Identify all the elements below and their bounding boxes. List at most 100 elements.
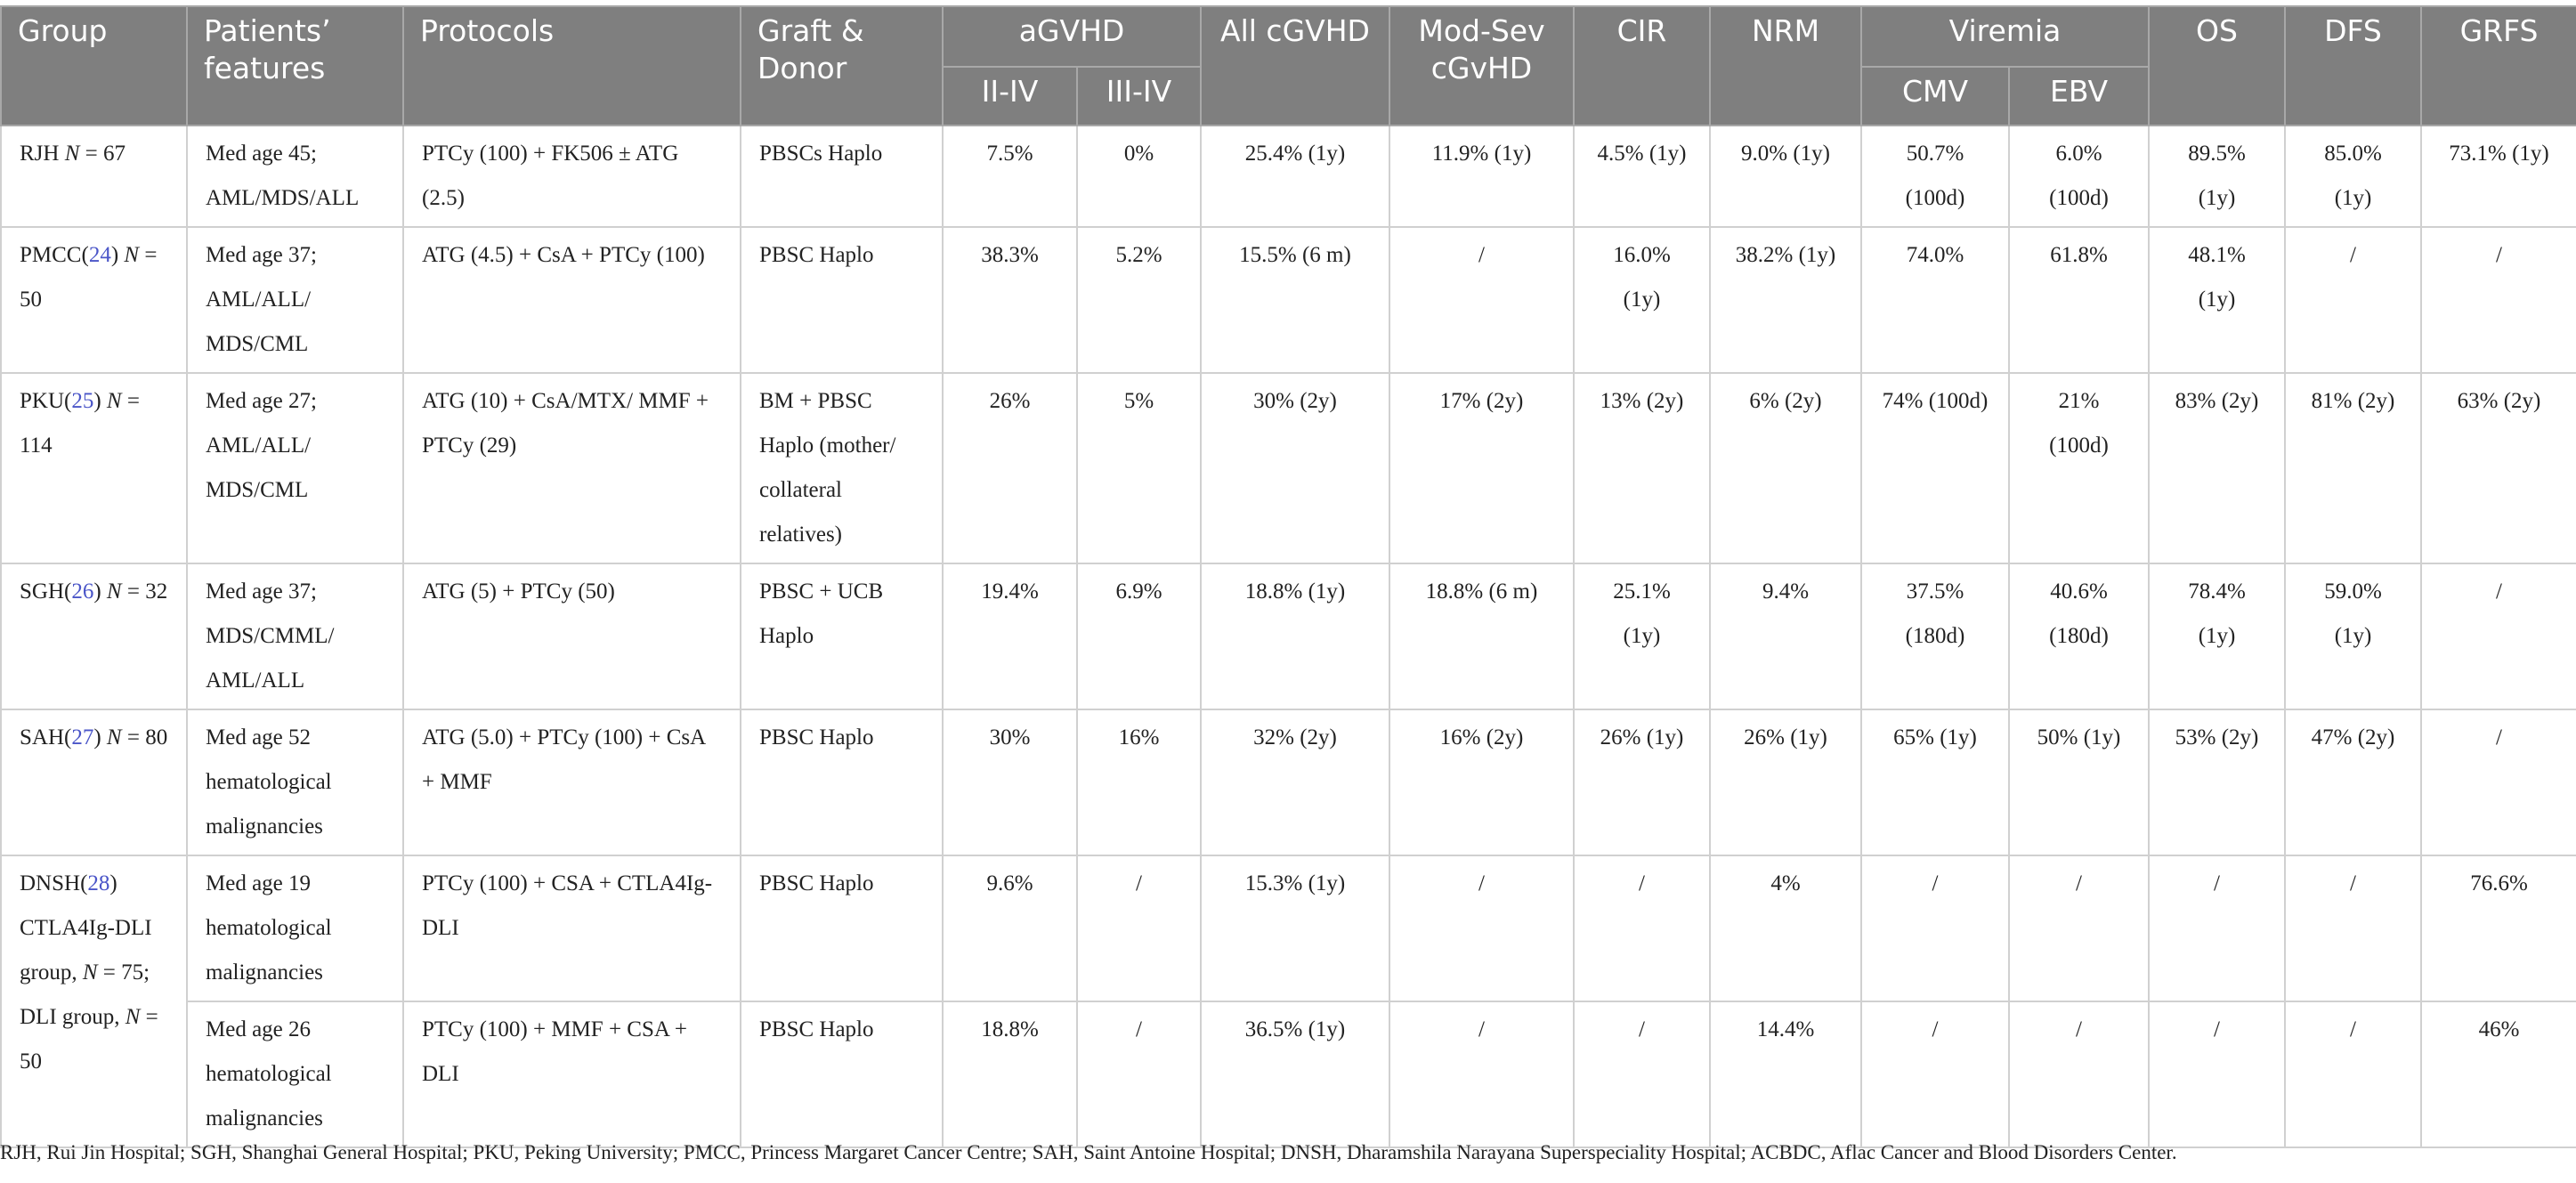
table-cell: Med age 19 hematological malignancies bbox=[186, 855, 404, 1002]
table-cell: 14.4% bbox=[1709, 1001, 1862, 1148]
text-segment: SAH( bbox=[20, 725, 72, 750]
reference-link: 25 bbox=[71, 389, 94, 413]
table-cell: 4% bbox=[1709, 855, 1862, 1002]
table-cell: 16.0% (1y) bbox=[1573, 226, 1711, 374]
table-cell: 15.5% (6 m) bbox=[1200, 226, 1390, 374]
table-cell: / bbox=[2148, 855, 2287, 1002]
table-row: PKU(25) N = 114 Med age 27; AML/ALL/ MDS/… bbox=[0, 372, 2576, 564]
table-cell: / bbox=[1860, 855, 2010, 1002]
page: Group Patients’ features Protocols Graft… bbox=[0, 5, 2576, 1183]
table-cell: / bbox=[1573, 1001, 1711, 1148]
table-cell: / bbox=[2148, 1001, 2287, 1148]
header-cell: EBV bbox=[2007, 66, 2151, 126]
header-cell: GRFS bbox=[2420, 5, 2576, 126]
header-cell: Group bbox=[0, 5, 188, 126]
table-cell: / bbox=[2284, 226, 2423, 374]
table-cell: 9.0% (1y) bbox=[1709, 125, 1862, 228]
table-cell: / bbox=[1389, 855, 1575, 1002]
header-cell: All cGVHD bbox=[1200, 5, 1390, 126]
table-cell: 36.5% (1y) bbox=[1200, 1001, 1390, 1148]
text-segment: ) bbox=[93, 389, 107, 413]
table-cell: Med age 27; AML/ALL/ MDS/CML bbox=[186, 372, 404, 564]
table-cell: 63% (2y) bbox=[2420, 372, 2576, 564]
table-cell: Med age 37; MDS/CMML/ AML/ALL bbox=[186, 563, 404, 710]
table-cell: / bbox=[2284, 855, 2423, 1002]
table-cell: Med age 45; AML/MDS/ALL bbox=[186, 125, 404, 228]
reference-link: 28 bbox=[87, 871, 110, 895]
table-cell: PBSCs Haplo bbox=[740, 125, 944, 228]
table-header: Group Patients’ features Protocols Graft… bbox=[0, 5, 2576, 126]
table-cell: Med age 26 hematological malignancies bbox=[186, 1001, 404, 1148]
table-cell: / bbox=[2007, 855, 2151, 1002]
text-segment: N bbox=[106, 725, 122, 750]
text-segment: = 67 bbox=[79, 142, 126, 166]
table-cell: / bbox=[1076, 1001, 1202, 1148]
table-cell: 47% (2y) bbox=[2284, 709, 2423, 856]
table-row: RJH N = 67 Med age 45; AML/MDS/ALL PTCy (1… bbox=[0, 125, 2576, 228]
table-cell: 21% (100d) bbox=[2007, 372, 2151, 564]
group-cell: DNSH(28) CTLA4Ig-DLI group, N = 75; DLI … bbox=[0, 855, 188, 1148]
table-cell: 30% bbox=[942, 709, 1078, 856]
table-cell: PBSC + UCB Haplo bbox=[740, 563, 944, 710]
header-group: aGVHD bbox=[942, 5, 1202, 68]
text-segment: ) bbox=[93, 725, 107, 750]
table-cell: 13% (2y) bbox=[1573, 372, 1711, 564]
table-cell: / bbox=[1860, 1001, 2010, 1148]
text-segment: N bbox=[64, 142, 80, 166]
table-cell: PTCy (100) + MMF + CSA + DLI bbox=[402, 1001, 741, 1148]
header-group: Viremia bbox=[1859, 5, 2151, 68]
group-cell: SGH(26) N = 32 bbox=[0, 563, 188, 710]
table-cell: 74% (100d) bbox=[1860, 372, 2010, 564]
table-cell: / bbox=[1573, 855, 1711, 1002]
text-segment: = 50 bbox=[20, 1005, 158, 1074]
reference-link: 26 bbox=[71, 579, 94, 604]
table-cell: ATG (5.0) + PTCy (100) + CsA + MMF bbox=[402, 709, 741, 856]
table-row: DNSH(28) CTLA4Ig-DLI group, N = 75; DLI … bbox=[0, 855, 2576, 1148]
table-cell: 9.6% bbox=[942, 855, 1078, 1002]
table-cell: 6.9% bbox=[1076, 563, 1202, 710]
table-cell: 5% bbox=[1076, 372, 1202, 564]
table-cell: 48.1% (1y) bbox=[2148, 226, 2287, 374]
table-cell: / bbox=[1389, 226, 1575, 374]
table-cell: 32% (2y) bbox=[1200, 709, 1390, 856]
header-cell: CMV bbox=[1860, 66, 2010, 126]
header-cell: NRM bbox=[1709, 5, 1862, 126]
table-cell: 25.1% (1y) bbox=[1573, 563, 1711, 710]
table-cell: 16% (2y) bbox=[1389, 709, 1575, 856]
table-cell: 81% (2y) bbox=[2284, 372, 2423, 564]
reference-link: 24 bbox=[88, 243, 111, 267]
table-cell: 30% (2y) bbox=[1200, 372, 1390, 564]
table-cell: 38.3% bbox=[942, 226, 1078, 374]
table-cell: / bbox=[2420, 709, 2576, 856]
table-cell: 6% (2y) bbox=[1709, 372, 1862, 564]
table-cell: 15.3% (1y) bbox=[1200, 855, 1390, 1002]
table-cell: ATG (10) + CsA/MTX/ MMF + PTCy (29) bbox=[402, 372, 741, 564]
text-segment: N bbox=[124, 243, 140, 267]
text-segment: DNSH( bbox=[20, 871, 88, 895]
text-segment: ) bbox=[93, 579, 107, 604]
text-segment: = 80 bbox=[121, 725, 168, 750]
table-cell: ATG (4.5) + CsA + PTCy (100) bbox=[402, 226, 741, 374]
header-cell: III-IV bbox=[1076, 66, 1202, 126]
header-cell: DFS bbox=[2284, 5, 2423, 126]
text-segment: SGH( bbox=[20, 579, 72, 604]
table-cell: 26% bbox=[942, 372, 1078, 564]
group-cell: SAH(27) N = 80 bbox=[0, 709, 188, 856]
table-cell: Med age 52 hematological malignancies bbox=[186, 709, 404, 856]
table-cell: PBSC Haplo bbox=[740, 855, 944, 1002]
table-row: SAH(27) N = 80 Med age 52 hematological m… bbox=[0, 709, 2576, 856]
table-cell: 78.4% (1y) bbox=[2148, 563, 2287, 710]
table-cell: 38.2% (1y) bbox=[1709, 226, 1862, 374]
table-cell: 37.5% (180d) bbox=[1860, 563, 2010, 710]
group-cell: RJH N = 67 bbox=[0, 125, 188, 228]
table-cell: PBSC Haplo bbox=[740, 709, 944, 856]
table-cell: / bbox=[2007, 1001, 2151, 1148]
table-cell: 46% bbox=[2420, 1001, 2576, 1148]
header-cell: Mod-Sev cGvHD bbox=[1389, 5, 1575, 126]
table-cell: 5.2% bbox=[1076, 226, 1202, 374]
table-cell: 73.1% (1y) bbox=[2420, 125, 2576, 228]
table-cell: PBSC Haplo bbox=[740, 226, 944, 374]
header-cell: CIR bbox=[1573, 5, 1711, 126]
table-cell: 18.8% (6 m) bbox=[1389, 563, 1575, 710]
text-segment: N bbox=[106, 579, 122, 604]
